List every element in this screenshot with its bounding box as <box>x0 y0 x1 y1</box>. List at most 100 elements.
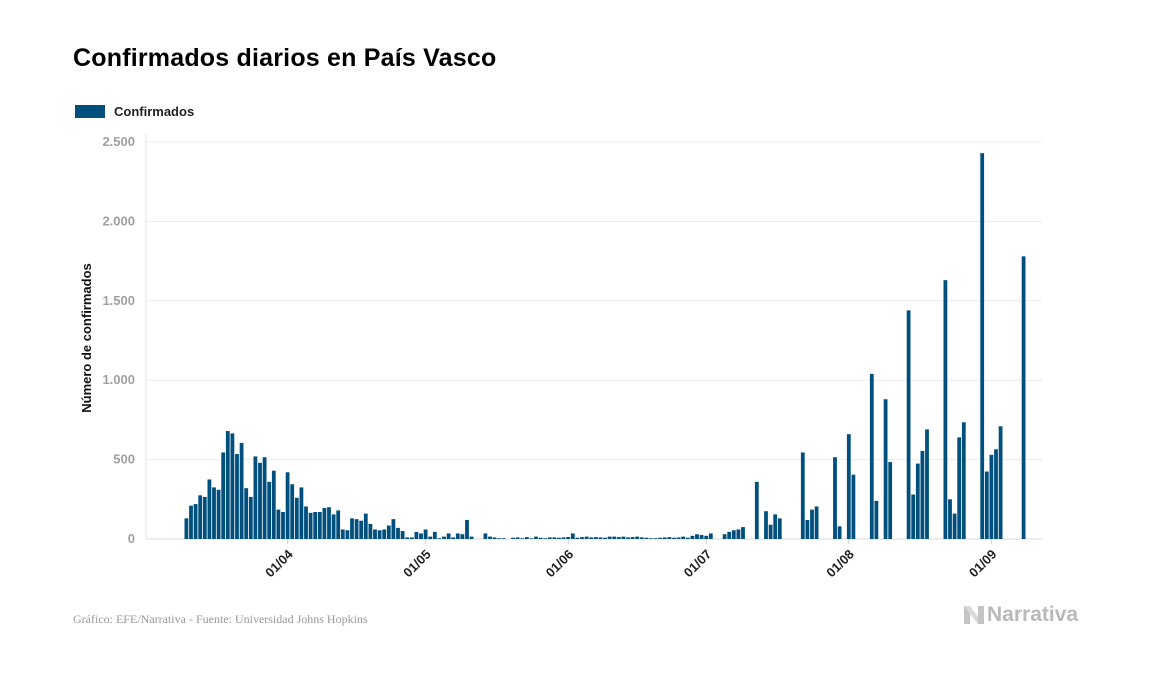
bar <box>336 510 341 539</box>
bar <box>313 512 318 539</box>
bar <box>497 538 502 539</box>
y-tick-label: 500 <box>113 452 135 467</box>
source-credit: Gráfico: EFE/Narrativa - Fuente: Univers… <box>73 612 368 626</box>
bar <box>800 452 805 539</box>
bar <box>538 537 543 539</box>
bar <box>405 537 410 539</box>
bar <box>281 512 285 539</box>
bar <box>630 537 635 539</box>
bar <box>437 538 442 539</box>
bar <box>373 529 377 539</box>
bar <box>690 535 695 539</box>
bar <box>851 474 856 539</box>
bar <box>672 537 676 539</box>
bar <box>911 494 916 539</box>
bar <box>805 519 810 539</box>
brand-logo: Narrativa <box>963 603 1078 627</box>
bar <box>607 536 612 539</box>
bar <box>810 509 814 539</box>
bar <box>382 529 387 539</box>
bar <box>248 496 253 539</box>
bar <box>768 524 773 539</box>
bar <box>271 470 276 539</box>
bar <box>612 536 617 539</box>
bar <box>704 535 709 539</box>
bar <box>534 536 538 539</box>
bar <box>386 525 391 539</box>
bar <box>409 537 414 539</box>
chart-title: Confirmados diarios en País Vasco <box>73 44 497 72</box>
bar <box>589 537 594 539</box>
bar <box>570 533 575 539</box>
bar <box>883 399 888 539</box>
bar <box>377 530 382 539</box>
bar <box>566 537 571 539</box>
legend-swatch <box>75 105 105 118</box>
y-tick-label: 2.000 <box>102 213 135 228</box>
bar <box>639 537 644 539</box>
bar <box>681 536 686 539</box>
bar <box>225 431 230 539</box>
bar <box>603 537 607 539</box>
bar <box>501 538 506 539</box>
bar <box>708 533 713 539</box>
bar <box>285 472 290 539</box>
bar <box>906 310 911 539</box>
bar <box>442 536 446 539</box>
bar <box>727 531 732 539</box>
bar <box>741 527 745 539</box>
bar <box>354 519 359 539</box>
bar <box>294 497 299 539</box>
bar <box>635 536 640 539</box>
bar <box>874 500 879 539</box>
bar <box>980 153 985 539</box>
bar <box>524 537 529 539</box>
bar <box>239 442 244 539</box>
bar <box>777 518 782 539</box>
bar <box>391 519 396 539</box>
bar <box>492 537 497 539</box>
bar <box>299 487 304 539</box>
bar <box>515 537 520 539</box>
bar <box>961 422 966 539</box>
bar <box>308 512 313 539</box>
bar <box>212 487 216 539</box>
bar <box>736 529 741 539</box>
y-tick-label: 1.500 <box>102 293 135 308</box>
narrativa-n-logo-icon <box>964 606 984 624</box>
bar <box>202 496 207 539</box>
brand-name: Narrativa <box>987 603 1079 626</box>
bar <box>846 434 851 539</box>
bar <box>451 537 456 539</box>
bar <box>994 449 998 539</box>
bar <box>754 481 759 539</box>
bar <box>276 509 281 539</box>
bar <box>695 534 699 539</box>
bar <box>580 537 584 539</box>
bar <box>198 495 203 539</box>
bar <box>529 538 534 539</box>
bar <box>984 471 989 539</box>
bar <box>432 531 437 539</box>
bar <box>662 537 667 539</box>
legend: Confirmados <box>75 104 194 119</box>
bar <box>543 538 548 539</box>
bar <box>957 437 962 539</box>
bar <box>925 429 929 539</box>
bar <box>552 537 557 539</box>
bar <box>317 512 322 539</box>
bar <box>446 533 451 539</box>
bar <box>340 529 345 539</box>
bar <box>593 537 598 539</box>
bar <box>230 433 235 539</box>
bar <box>676 537 681 539</box>
bar <box>833 457 837 539</box>
bar <box>465 519 469 539</box>
bar <box>1021 256 1026 539</box>
y-tick-label: 1.000 <box>102 372 135 387</box>
bar <box>327 507 331 539</box>
bar <box>837 526 842 539</box>
bar <box>363 513 368 539</box>
bar <box>221 452 226 539</box>
bar <box>920 450 925 539</box>
